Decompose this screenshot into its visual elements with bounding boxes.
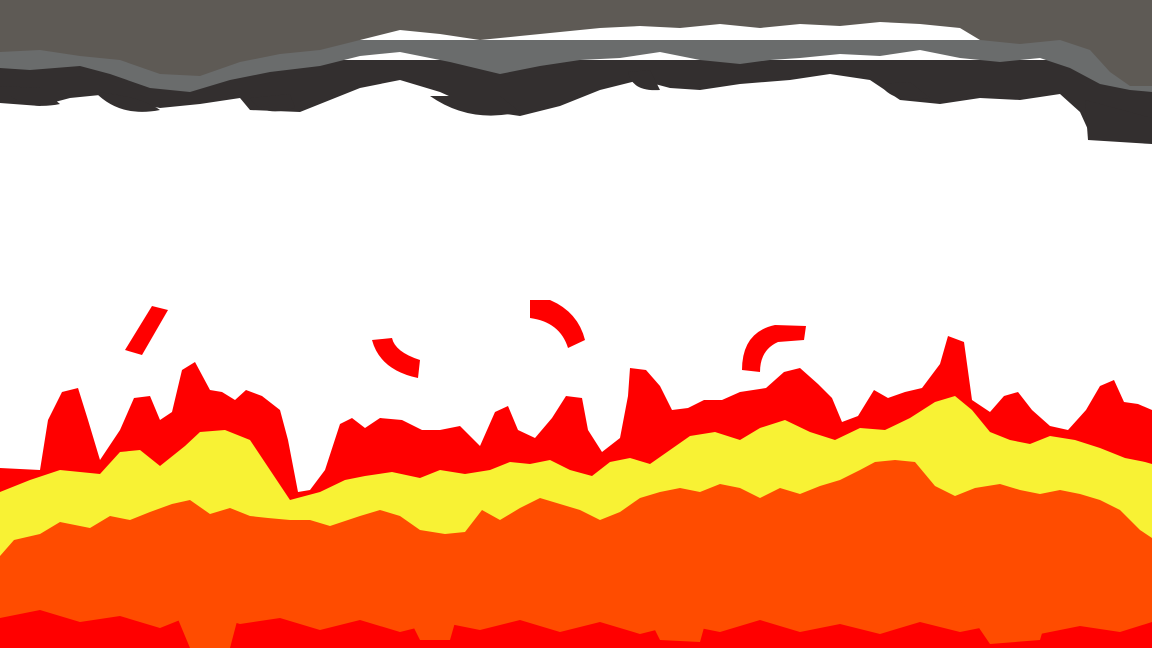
smoke-top-band — [0, 0, 1152, 86]
smoke-drip — [250, 94, 295, 112]
flame-tongue — [960, 600, 1050, 644]
ember — [125, 306, 168, 355]
embers — [125, 300, 806, 378]
flame-tongue — [0, 610, 1152, 648]
ember — [742, 325, 806, 372]
ember — [530, 300, 585, 348]
flame-tongue — [400, 600, 460, 640]
smoke-drip — [430, 96, 520, 116]
smoke-drip — [1085, 100, 1152, 144]
smoke-layer — [0, 0, 1152, 144]
smoke-drip — [628, 70, 660, 91]
flame-tongue — [170, 600, 240, 648]
smoke-drip — [880, 82, 930, 100]
flame-tongue — [640, 600, 710, 642]
smoke-dark-band — [0, 60, 1152, 142]
ember — [372, 338, 420, 378]
flame-base-fringe — [0, 600, 1152, 648]
flame-orange-layer — [0, 460, 1152, 648]
smoke-drip — [95, 92, 160, 112]
smoke-drip — [0, 86, 60, 106]
